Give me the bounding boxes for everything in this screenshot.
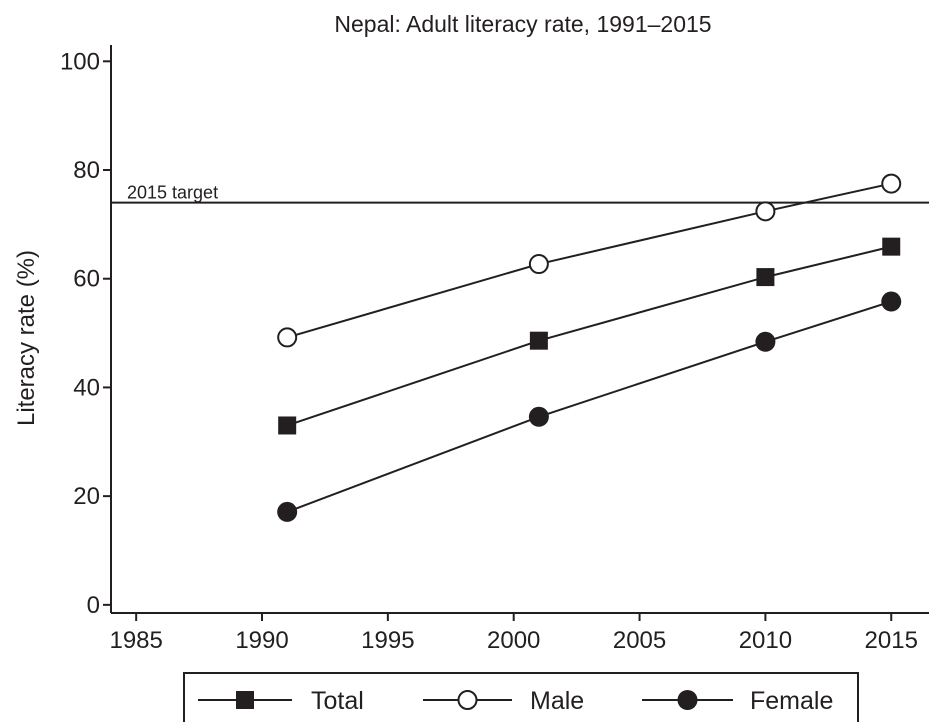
y-tick-label: 100 — [60, 48, 100, 75]
series-total — [278, 237, 901, 435]
data-point-female — [755, 331, 776, 352]
legend-label-male: Male — [530, 687, 584, 715]
series-female — [277, 291, 902, 522]
y-tick-label: 80 — [73, 157, 100, 184]
target-line-label: 2015 target — [127, 183, 218, 203]
legend-box — [183, 672, 859, 722]
legend-marker-total — [236, 691, 254, 709]
y-tick-label: 0 — [87, 592, 100, 619]
data-point-total — [756, 268, 775, 287]
x-tick-label: 2000 — [487, 627, 540, 654]
legend-marker-female — [677, 690, 698, 710]
legend-item-female: Female — [642, 687, 833, 715]
legend-marker-male — [457, 690, 478, 710]
data-point-female — [277, 501, 298, 522]
x-tick-label: 2015 — [865, 627, 918, 654]
plot-area — [277, 173, 902, 522]
x-tick-label: 1985 — [109, 627, 162, 654]
legend: Total Male Female — [183, 672, 859, 722]
data-point-total — [882, 237, 901, 256]
x-tick-label: 1990 — [235, 627, 288, 654]
legend-item-total: Total — [198, 687, 364, 715]
series-line-total — [286, 245, 892, 427]
axes: 0 20 40 60 80 100 1985 1990 1995 2000 2005 2010 2015 — [60, 45, 929, 654]
data-point-total — [529, 331, 548, 350]
legend-label-total: Total — [311, 687, 364, 715]
chart-title: Nepal: Adult literacy rate, 1991–2015 — [334, 11, 711, 37]
y-tick-label: 20 — [73, 483, 100, 510]
legend-item-male: Male — [423, 687, 584, 715]
y-axis-label: Literacy rate (%) — [13, 250, 40, 426]
x-tick-label: 2010 — [739, 627, 792, 654]
reference-line-group: 2015 target — [111, 183, 929, 204]
y-tick-label: 60 — [73, 266, 100, 293]
x-tick-label: 2005 — [613, 627, 666, 654]
y-tick-label: 40 — [73, 374, 100, 401]
data-point-total — [278, 416, 297, 435]
data-point-male — [528, 254, 549, 275]
data-point-male — [755, 201, 776, 222]
legend-label-female: Female — [750, 687, 833, 715]
data-point-male — [277, 327, 298, 348]
series-line-female — [286, 300, 892, 513]
data-point-male — [881, 173, 902, 194]
series-line-male — [286, 182, 892, 339]
series-male — [277, 173, 902, 348]
x-tick-label: 1995 — [361, 627, 414, 654]
data-point-female — [881, 291, 902, 312]
data-point-female — [528, 406, 549, 427]
